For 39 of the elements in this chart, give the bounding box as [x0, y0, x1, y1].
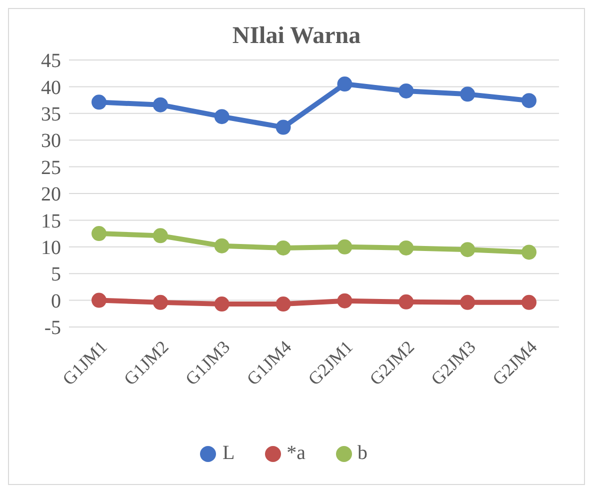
- y-tick-label: -5: [44, 317, 61, 340]
- y-tick-label: 30: [41, 130, 61, 152]
- point: [398, 294, 414, 310]
- point: [276, 120, 291, 135]
- legend-label: *a: [286, 442, 306, 465]
- y-tick-label: 45: [41, 50, 61, 72]
- chart-title: NIlai Warna: [231, 23, 362, 50]
- y-tick-label: 25: [41, 156, 61, 179]
- point: [214, 238, 230, 254]
- y-tick-label: 35: [41, 104, 61, 126]
- y-tick-label: 0: [51, 290, 61, 312]
- point: [92, 292, 106, 308]
- y-tick-label: 40: [41, 76, 61, 99]
- point: [398, 240, 414, 256]
- legend-label: L: [221, 442, 235, 465]
- point: [460, 86, 476, 102]
- point: [522, 294, 536, 310]
- point: [92, 226, 106, 242]
- point: [460, 294, 476, 310]
- point: [214, 296, 230, 312]
- point: [337, 239, 352, 254]
- y-tick-label: 10: [41, 237, 61, 259]
- point: [460, 242, 476, 258]
- point: [398, 83, 414, 98]
- point: [152, 97, 168, 112]
- point: [152, 228, 168, 244]
- point: [337, 293, 352, 308]
- point: [522, 244, 536, 260]
- point: [337, 76, 352, 92]
- y-tick-label: 5: [51, 264, 61, 286]
- y-tick-label: 15: [41, 210, 61, 232]
- y-tick-label: 20: [41, 184, 61, 206]
- legend-label: b: [356, 442, 368, 465]
- point: [522, 93, 536, 108]
- point: [92, 94, 106, 110]
- point: [276, 240, 291, 256]
- point: [276, 296, 291, 312]
- point: [152, 294, 168, 310]
- point: [214, 109, 230, 124]
